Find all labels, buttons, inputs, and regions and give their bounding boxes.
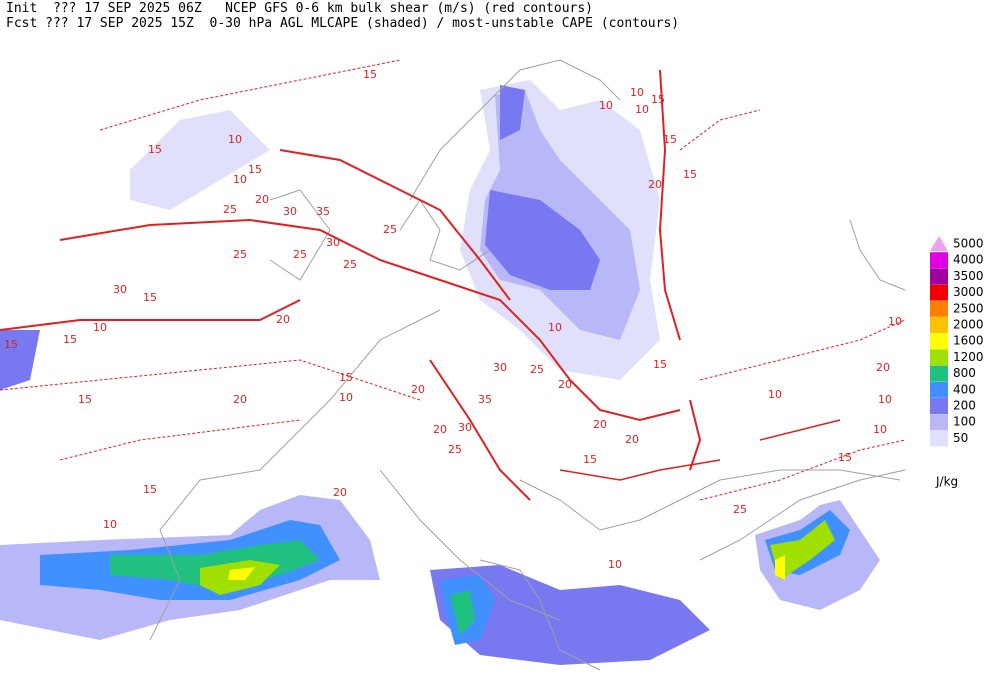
contour-label: 35 — [316, 205, 330, 218]
contour-label: 10 — [548, 321, 562, 334]
init-label: Init ??? 17 SEP 2025 06Z — [6, 1, 202, 16]
contour-label: 10 — [768, 388, 782, 401]
contour-label: 10 — [630, 86, 644, 99]
contour-label: 30 — [283, 205, 297, 218]
legend-swatch — [930, 333, 948, 350]
contour-label: 15 — [4, 338, 18, 351]
contour-label: 25 — [733, 503, 747, 516]
contour-label: 20 — [255, 193, 269, 206]
legend-swatch — [930, 300, 948, 317]
contour-label: 30 — [458, 421, 472, 434]
cape-legend: 5000 4000 3500 3000 2500 2000 1600 1200 800 400 20… — [930, 236, 984, 489]
legend-label: 3000 — [953, 285, 984, 299]
contour-label: 20 — [648, 178, 662, 191]
legend-label: 100 — [953, 415, 976, 429]
legend-label: 800 — [953, 366, 976, 380]
contour-label: 15 — [653, 358, 667, 371]
legend-swatch — [930, 381, 948, 398]
contour-label: 15 — [143, 291, 157, 304]
contour-label: 15 — [663, 133, 677, 146]
contour-label: 10 — [599, 99, 613, 112]
contour-label: 20 — [625, 433, 639, 446]
title-line-2: 0-30 hPa AGL MLCAPE (shaded) / most-unst… — [209, 16, 680, 31]
legend-label: 3500 — [953, 269, 984, 283]
contour-label: 20 — [593, 418, 607, 431]
contour-label: 10 — [608, 558, 622, 571]
legend-swatch — [930, 365, 948, 382]
title-line-1: NCEP GFS 0-6 km bulk shear (m/s) (red co… — [225, 1, 594, 16]
legend-label: 200 — [953, 399, 976, 413]
contour-label: 10 — [93, 321, 107, 334]
legend-label: 2500 — [953, 301, 984, 315]
contour-label: 25 — [233, 248, 247, 261]
contour-label: 15 — [838, 451, 852, 464]
legend-swatch — [930, 236, 948, 251]
contour-label: 25 — [448, 443, 462, 456]
legend-label: 1600 — [953, 334, 984, 348]
legend-label: 1200 — [953, 350, 984, 364]
contour-label: 10 — [873, 423, 887, 436]
contour-label: 25 — [530, 363, 544, 376]
contour-label: 15 — [339, 371, 353, 384]
legend-swatch — [930, 284, 948, 301]
fcst-label: Fcst ??? 17 SEP 2025 15Z — [6, 16, 194, 31]
contour-label: 30 — [113, 283, 127, 296]
contour-label: 30 — [493, 361, 507, 374]
header-line-1: Init ??? 17 SEP 2025 06Z NCEP GFS 0-6 km… — [6, 2, 593, 16]
contour-label: 10 — [339, 391, 353, 404]
legend-unit: J/kg — [935, 475, 958, 489]
cape-shading — [0, 80, 880, 665]
legend-swatch — [930, 268, 948, 285]
contour-label: 35 — [478, 393, 492, 406]
contour-label: 20 — [433, 423, 447, 436]
legend-label: 400 — [953, 382, 976, 396]
contour-label: 20 — [558, 378, 572, 391]
legend-label: 5000 — [953, 237, 984, 251]
contour-label: 25 — [343, 258, 357, 271]
contour-label: 10 — [878, 393, 892, 406]
contour-label: 10 — [103, 518, 117, 531]
legend-swatch — [930, 252, 948, 269]
contour-label: 15 — [583, 453, 597, 466]
legend-swatch — [930, 349, 948, 366]
contour-label: 30 — [326, 236, 340, 249]
legend-swatch — [930, 317, 948, 333]
coastlines — [149, 59, 906, 671]
contour-label: 10 — [888, 315, 902, 328]
contour-label: 10 — [635, 103, 649, 116]
contour-label: 15 — [63, 333, 77, 346]
legend-swatch — [930, 398, 948, 414]
contour-label: 20 — [411, 383, 425, 396]
shear-contours — [0, 59, 906, 501]
legend-label: 50 — [953, 431, 968, 445]
header-line-2: Fcst ??? 17 SEP 2025 15Z 0-30 hPa AGL ML… — [6, 17, 679, 31]
contour-label: 20 — [333, 486, 347, 499]
contour-label: 15 — [363, 68, 377, 81]
contour-label: 25 — [383, 223, 397, 236]
legend-swatch — [930, 430, 948, 447]
contour-label: 15 — [651, 93, 665, 106]
contour-label: 15 — [148, 143, 162, 156]
contour-label: 15 — [683, 168, 697, 181]
contour-label: 15 — [248, 163, 262, 176]
contour-label: 20 — [233, 393, 247, 406]
legend-swatch — [930, 414, 948, 431]
contour-label: 10 — [233, 173, 247, 186]
legend-label: 2000 — [953, 318, 984, 332]
contour-label: 20 — [876, 361, 890, 374]
contour-label: 10 — [228, 133, 242, 146]
contour-label: 25 — [223, 203, 237, 216]
contour-label: 20 — [276, 313, 290, 326]
legend-label: 4000 — [953, 253, 984, 267]
contour-label: 25 — [293, 248, 307, 261]
contour-label: 15 — [78, 393, 92, 406]
contour-label: 15 — [143, 483, 157, 496]
